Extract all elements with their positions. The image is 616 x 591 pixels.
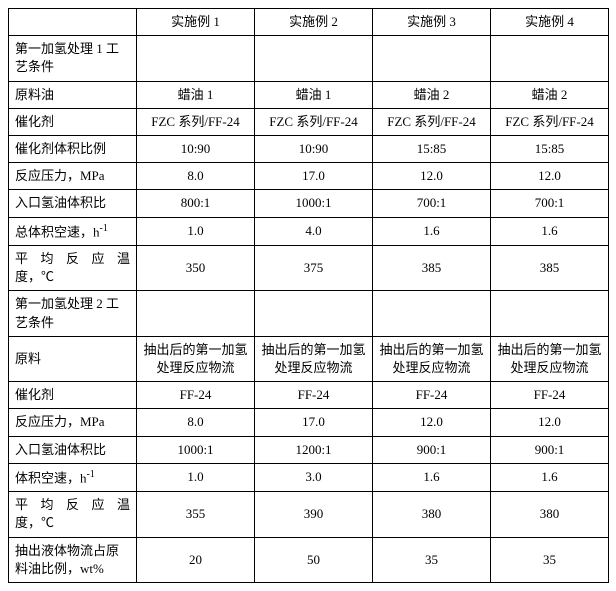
s2-r3-c0: 1000:1 [137, 436, 255, 463]
col-header-1: 实施例 2 [255, 9, 373, 36]
s2-r0-c2: 抽出后的第一加氢处理反应物流 [373, 336, 491, 381]
s2-row-label-4: 体积空速，h-1 [9, 463, 137, 492]
corner-cell [9, 9, 137, 36]
s2-r1-c0: FF-24 [137, 382, 255, 409]
s2-r0-c1: 抽出后的第一加氢处理反应物流 [255, 336, 373, 381]
s2-r5-c2: 380 [373, 492, 491, 537]
s1-r5-c0: 1.0 [137, 217, 255, 246]
section1-header: 第一加氢处理 1 工艺条件 [9, 36, 137, 81]
process-conditions-table: 实施例 1实施例 2实施例 3实施例 4第一加氢处理 1 工艺条件原料油蜡油 1… [8, 8, 609, 583]
s1-r2-c3: 15:85 [491, 135, 609, 162]
s2-row-label-2: 反应压力，MPa [9, 409, 137, 436]
s1-r6-c2: 385 [373, 246, 491, 291]
s1-r0-c3: 蜡油 2 [491, 81, 609, 108]
s1-r5-c2: 1.6 [373, 217, 491, 246]
s1-row-label-6: 平均反应温度，℃ [9, 246, 137, 291]
s2-r5-c3: 380 [491, 492, 609, 537]
s1-r6-c0: 350 [137, 246, 255, 291]
s2-r5-c1: 390 [255, 492, 373, 537]
s2-r5-c0: 355 [137, 492, 255, 537]
col-header-3: 实施例 4 [491, 9, 609, 36]
s1-r1-c2: FZC 系列/FF-24 [373, 108, 491, 135]
s1-r3-c2: 12.0 [373, 163, 491, 190]
s2-r2-c0: 8.0 [137, 409, 255, 436]
s2-row-label-1: 催化剂 [9, 382, 137, 409]
s2-r6-c1: 50 [255, 537, 373, 582]
s1-r6-c1: 375 [255, 246, 373, 291]
s2-row-label-5: 平均反应温度，℃ [9, 492, 137, 537]
s1-row-label-4: 入口氢油体积比 [9, 190, 137, 217]
s2-r3-c1: 1200:1 [255, 436, 373, 463]
s2-r6-c2: 35 [373, 537, 491, 582]
s1-r4-c0: 800:1 [137, 190, 255, 217]
s2-r2-c1: 17.0 [255, 409, 373, 436]
s2-r2-c3: 12.0 [491, 409, 609, 436]
s1-r1-c1: FZC 系列/FF-24 [255, 108, 373, 135]
s2-r1-c1: FF-24 [255, 382, 373, 409]
s2-row-label-3: 入口氢油体积比 [9, 436, 137, 463]
s1-r0-c0: 蜡油 1 [137, 81, 255, 108]
s1-r5-c1: 4.0 [255, 217, 373, 246]
s2-r4-c0: 1.0 [137, 463, 255, 492]
s1-row-label-0: 原料油 [9, 81, 137, 108]
s1-r6-c3: 385 [491, 246, 609, 291]
s2-r2-c2: 12.0 [373, 409, 491, 436]
s2-r3-c2: 900:1 [373, 436, 491, 463]
s2-row-label-6: 抽出液体物流占原料油比例，wt% [9, 537, 137, 582]
s1-r4-c3: 700:1 [491, 190, 609, 217]
s1-r2-c2: 15:85 [373, 135, 491, 162]
s2-r3-c3: 900:1 [491, 436, 609, 463]
s1-r3-c0: 8.0 [137, 163, 255, 190]
s2-r0-c3: 抽出后的第一加氢处理反应物流 [491, 336, 609, 381]
section2-header: 第一加氢处理 2 工艺条件 [9, 291, 137, 336]
s1-r2-c0: 10:90 [137, 135, 255, 162]
s2-r6-c0: 20 [137, 537, 255, 582]
s1-r2-c1: 10:90 [255, 135, 373, 162]
s2-r1-c3: FF-24 [491, 382, 609, 409]
s2-r6-c3: 35 [491, 537, 609, 582]
s1-row-label-5: 总体积空速，h-1 [9, 217, 137, 246]
s1-row-label-1: 催化剂 [9, 108, 137, 135]
s2-r4-c1: 3.0 [255, 463, 373, 492]
s2-r4-c2: 1.6 [373, 463, 491, 492]
s1-r4-c2: 700:1 [373, 190, 491, 217]
s1-r1-c3: FZC 系列/FF-24 [491, 108, 609, 135]
s1-r3-c3: 12.0 [491, 163, 609, 190]
col-header-0: 实施例 1 [137, 9, 255, 36]
s2-r0-c0: 抽出后的第一加氢处理反应物流 [137, 336, 255, 381]
s1-r0-c2: 蜡油 2 [373, 81, 491, 108]
s1-row-label-2: 催化剂体积比例 [9, 135, 137, 162]
s1-r5-c3: 1.6 [491, 217, 609, 246]
s1-row-label-3: 反应压力，MPa [9, 163, 137, 190]
s2-row-label-0: 原料 [9, 336, 137, 381]
s1-r3-c1: 17.0 [255, 163, 373, 190]
s1-r1-c0: FZC 系列/FF-24 [137, 108, 255, 135]
s1-r0-c1: 蜡油 1 [255, 81, 373, 108]
col-header-2: 实施例 3 [373, 9, 491, 36]
s2-r1-c2: FF-24 [373, 382, 491, 409]
s2-r4-c3: 1.6 [491, 463, 609, 492]
s1-r4-c1: 1000:1 [255, 190, 373, 217]
